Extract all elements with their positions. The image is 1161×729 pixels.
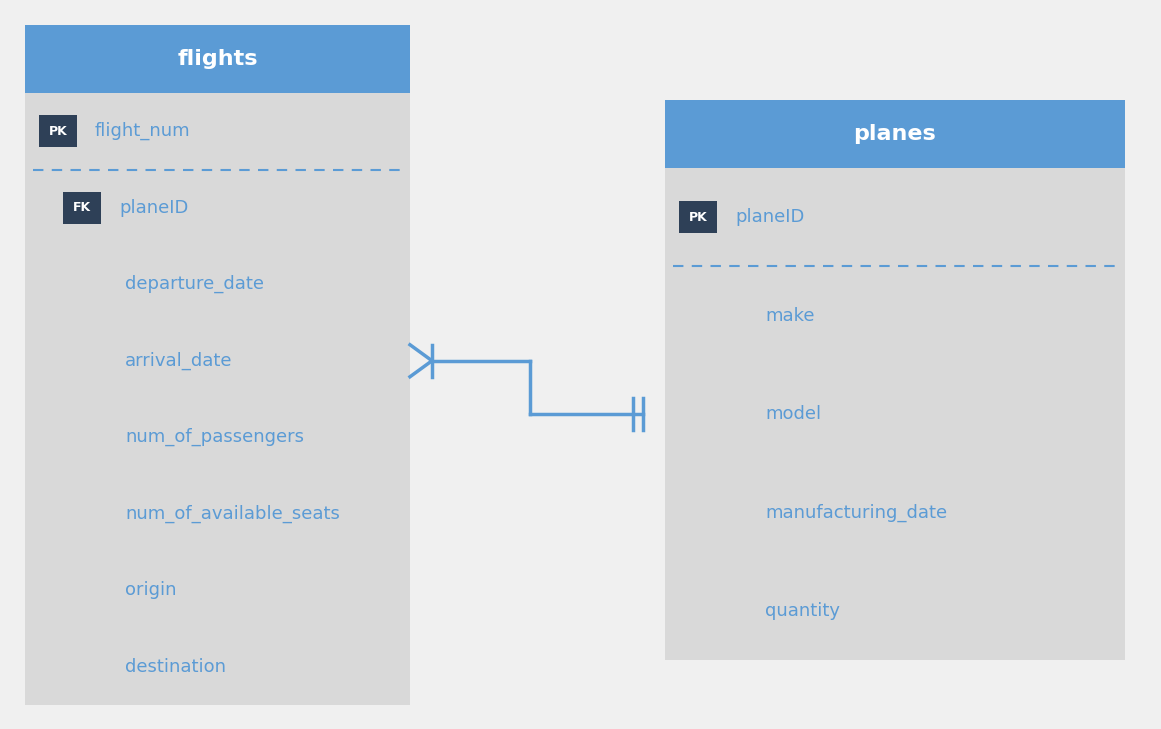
Text: flights: flights bbox=[178, 49, 258, 69]
Bar bbox=[679, 201, 717, 233]
Bar bbox=[63, 192, 101, 224]
Text: arrival_date: arrival_date bbox=[125, 351, 232, 370]
Text: flight_num: flight_num bbox=[95, 122, 190, 141]
Bar bbox=[39, 115, 77, 147]
Text: destination: destination bbox=[125, 658, 226, 676]
Bar bbox=[665, 100, 1125, 660]
Bar bbox=[26, 25, 410, 93]
Text: quantity: quantity bbox=[765, 602, 841, 620]
Text: planes: planes bbox=[853, 124, 937, 144]
Text: PK: PK bbox=[49, 125, 67, 138]
Text: manufacturing_date: manufacturing_date bbox=[765, 503, 947, 521]
Text: PK: PK bbox=[688, 211, 707, 224]
Bar bbox=[665, 100, 1125, 168]
Text: departure_date: departure_date bbox=[125, 275, 264, 293]
Text: origin: origin bbox=[125, 581, 176, 599]
Text: num_of_available_seats: num_of_available_seats bbox=[125, 504, 340, 523]
Text: model: model bbox=[765, 405, 821, 423]
Text: FK: FK bbox=[73, 201, 91, 214]
Text: planeID: planeID bbox=[735, 208, 805, 226]
Bar bbox=[26, 25, 410, 705]
Text: make: make bbox=[765, 307, 815, 324]
Text: planeID: planeID bbox=[118, 199, 188, 217]
Text: num_of_passengers: num_of_passengers bbox=[125, 428, 304, 446]
